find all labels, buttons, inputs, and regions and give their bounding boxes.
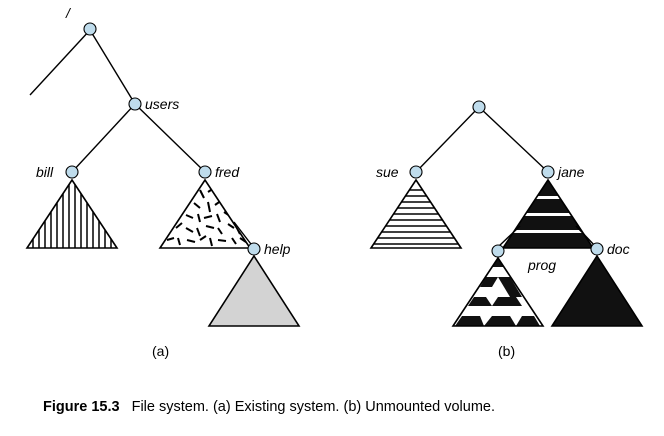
edge-root-left — [29, 29, 91, 96]
label-users: users — [145, 96, 179, 112]
node-fred — [198, 165, 212, 179]
label-help: help — [264, 241, 291, 257]
tree-a-edges — [29, 29, 206, 173]
node-bill — [65, 165, 79, 179]
figure-caption-text: File system. (a) Existing system. (b) Un… — [132, 399, 495, 415]
label-sue: sue — [376, 164, 399, 180]
node-users — [128, 97, 142, 111]
label-prog: prog — [527, 257, 556, 273]
label-jane: jane — [556, 164, 585, 180]
tree-b-edges — [415, 106, 549, 173]
label-bill: bill — [36, 164, 54, 180]
sublabel-b: (b) — [498, 343, 515, 359]
edge-users-fred — [134, 103, 206, 173]
node-root-b — [472, 100, 486, 114]
jane-subtree — [501, 178, 595, 249]
label-root: / — [65, 5, 72, 21]
node-root — [83, 22, 97, 36]
node-help — [247, 242, 261, 256]
prog-subtree — [451, 225, 545, 327]
sue-subtree — [369, 178, 463, 249]
edge-root-users — [89, 29, 136, 105]
figure-caption: Figure 15.3 File system. (a) Existing sy… — [43, 399, 495, 415]
label-fred: fred — [215, 164, 240, 180]
node-prog — [491, 244, 505, 258]
fred-subtree — [158, 178, 252, 249]
sublabel-a: (a) — [152, 343, 169, 359]
figure-number: Figure 15.3 — [43, 399, 120, 415]
edge-rootb-jane — [478, 106, 549, 173]
edge-jane-prog — [497, 225, 521, 248]
node-sue — [409, 165, 423, 179]
label-doc: doc — [607, 241, 630, 257]
edge-users-bill — [71, 103, 136, 173]
help-triangle — [207, 254, 301, 327]
doc-triangle — [550, 254, 644, 327]
bill-subtree — [25, 178, 119, 249]
edge-rootb-sue — [415, 106, 480, 173]
node-doc — [590, 242, 604, 256]
node-jane — [541, 165, 555, 179]
